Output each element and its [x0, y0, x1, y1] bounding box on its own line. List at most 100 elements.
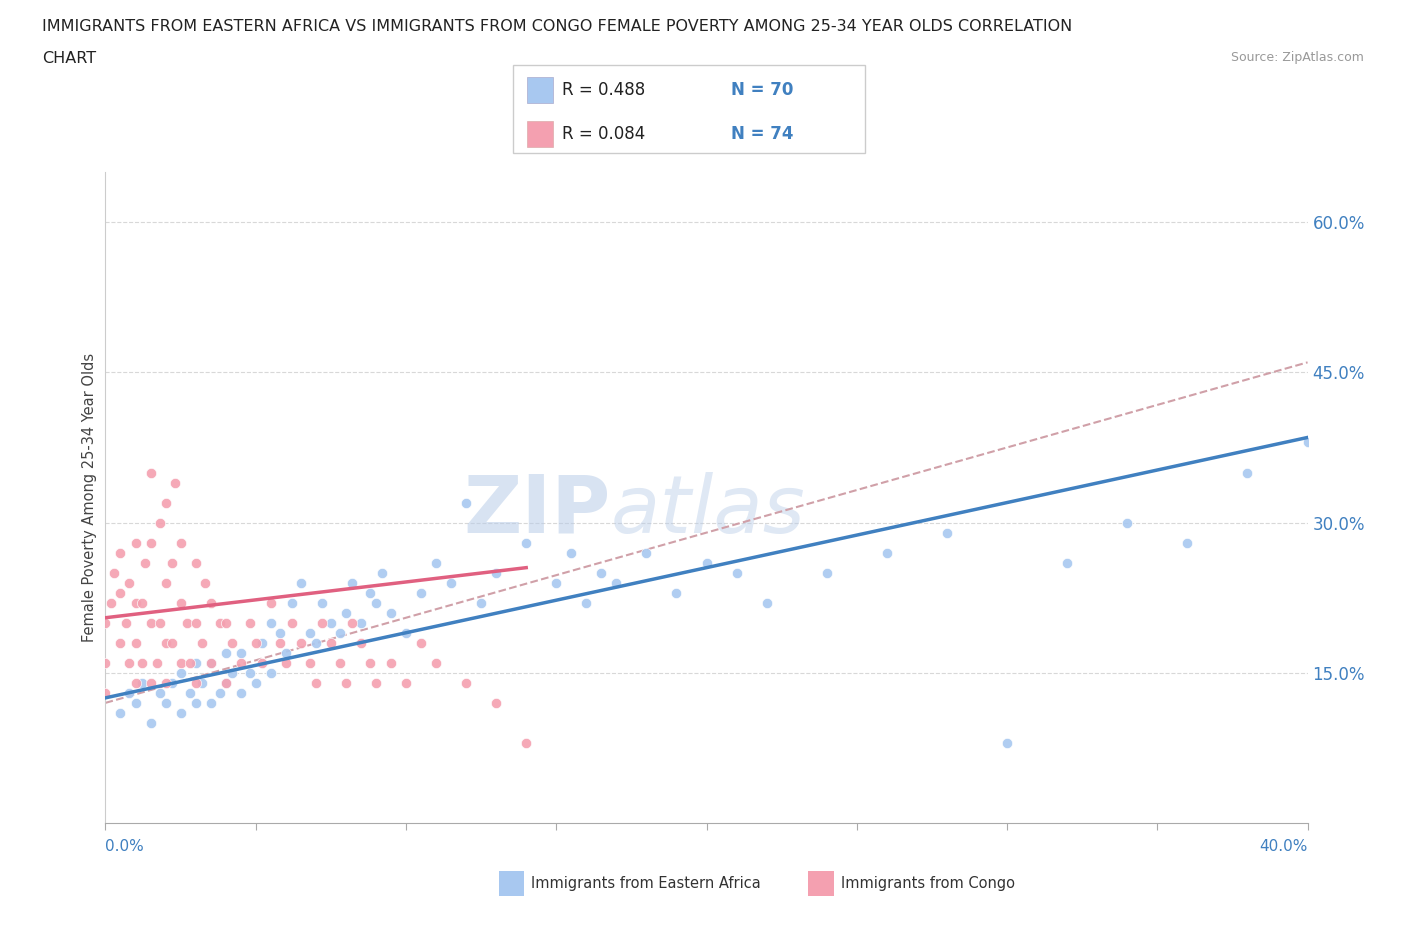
- Point: [311, 595, 333, 610]
- Point: [229, 685, 252, 700]
- Point: [409, 635, 432, 650]
- Point: [190, 675, 212, 690]
- Point: [311, 616, 333, 631]
- Point: [815, 565, 838, 580]
- Point: [208, 616, 231, 631]
- Point: [755, 595, 778, 610]
- Point: [245, 635, 267, 650]
- Text: Source: ZipAtlas.com: Source: ZipAtlas.com: [1230, 51, 1364, 64]
- Point: [169, 595, 191, 610]
- Text: atlas: atlas: [610, 472, 806, 550]
- Point: [454, 675, 477, 690]
- Point: [118, 685, 141, 700]
- Point: [139, 715, 162, 730]
- Point: [290, 635, 312, 650]
- Text: N = 70: N = 70: [731, 81, 793, 99]
- Point: [636, 545, 658, 560]
- Text: 0.0%: 0.0%: [105, 839, 145, 854]
- Point: [214, 645, 236, 660]
- Point: [560, 545, 582, 560]
- Text: R = 0.084: R = 0.084: [562, 125, 645, 143]
- Point: [395, 625, 418, 640]
- Point: [148, 685, 170, 700]
- Point: [179, 656, 201, 671]
- Point: [1296, 435, 1319, 450]
- Point: [200, 656, 222, 671]
- Point: [350, 635, 373, 650]
- Point: [1236, 465, 1258, 480]
- Point: [269, 635, 291, 650]
- Point: [214, 675, 236, 690]
- Point: [229, 645, 252, 660]
- Point: [696, 555, 718, 570]
- Point: [139, 675, 162, 690]
- Point: [546, 576, 568, 591]
- Point: [454, 495, 477, 510]
- Text: N = 74: N = 74: [731, 125, 793, 143]
- Point: [515, 736, 537, 751]
- Point: [605, 576, 627, 591]
- Point: [155, 675, 177, 690]
- Point: [221, 665, 243, 680]
- Text: 40.0%: 40.0%: [1260, 839, 1308, 854]
- Point: [364, 595, 387, 610]
- Point: [239, 616, 262, 631]
- Point: [371, 565, 394, 580]
- Point: [160, 555, 183, 570]
- Point: [169, 665, 191, 680]
- Point: [155, 576, 177, 591]
- Point: [395, 675, 418, 690]
- Point: [94, 685, 117, 700]
- Point: [110, 635, 132, 650]
- Point: [94, 616, 117, 631]
- Text: Immigrants from Congo: Immigrants from Congo: [841, 876, 1015, 891]
- Point: [110, 706, 132, 721]
- Point: [319, 635, 342, 650]
- Point: [148, 515, 170, 530]
- Point: [575, 595, 598, 610]
- Point: [184, 696, 207, 711]
- Point: [134, 555, 156, 570]
- Point: [94, 656, 117, 671]
- Point: [1056, 555, 1078, 570]
- Point: [155, 696, 177, 711]
- Point: [591, 565, 613, 580]
- Point: [200, 696, 222, 711]
- Point: [239, 665, 262, 680]
- Point: [515, 535, 537, 550]
- Point: [110, 585, 132, 600]
- Point: [131, 656, 153, 671]
- Point: [221, 635, 243, 650]
- Point: [208, 685, 231, 700]
- Point: [281, 616, 304, 631]
- Point: [425, 555, 447, 570]
- Point: [245, 675, 267, 690]
- Point: [329, 625, 352, 640]
- Point: [139, 616, 162, 631]
- Point: [340, 616, 363, 631]
- Point: [340, 576, 363, 591]
- Point: [124, 595, 146, 610]
- Point: [995, 736, 1018, 751]
- Point: [176, 616, 198, 631]
- Point: [260, 616, 283, 631]
- Point: [359, 656, 381, 671]
- Point: [350, 616, 373, 631]
- Point: [290, 576, 312, 591]
- Text: Immigrants from Eastern Africa: Immigrants from Eastern Africa: [531, 876, 761, 891]
- Point: [936, 525, 959, 540]
- Point: [274, 645, 297, 660]
- Point: [124, 535, 146, 550]
- Point: [269, 625, 291, 640]
- Point: [155, 635, 177, 650]
- Point: [194, 576, 217, 591]
- Text: IMMIGRANTS FROM EASTERN AFRICA VS IMMIGRANTS FROM CONGO FEMALE POVERTY AMONG 25-: IMMIGRANTS FROM EASTERN AFRICA VS IMMIGR…: [42, 19, 1073, 33]
- Text: R = 0.488: R = 0.488: [562, 81, 645, 99]
- Point: [485, 565, 508, 580]
- Point: [200, 656, 222, 671]
- Point: [359, 585, 381, 600]
- Text: CHART: CHART: [42, 51, 96, 66]
- Point: [298, 625, 321, 640]
- Point: [485, 696, 508, 711]
- Point: [179, 685, 201, 700]
